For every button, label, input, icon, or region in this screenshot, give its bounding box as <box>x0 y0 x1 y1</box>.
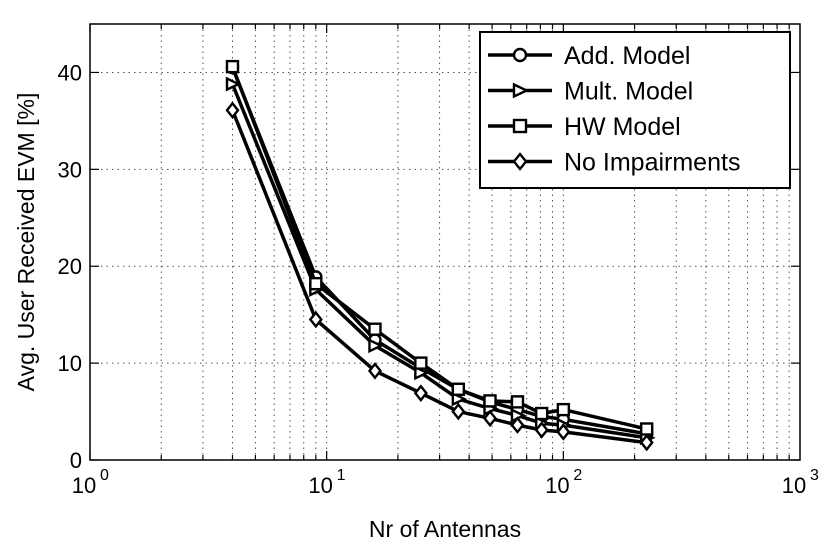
data-point <box>534 421 549 439</box>
legend-label: Mult. Model <box>564 78 693 106</box>
series-3 <box>225 59 654 436</box>
series-line <box>230 109 647 445</box>
data-point <box>368 338 384 354</box>
series-4 <box>225 101 654 452</box>
marker-square <box>512 118 528 134</box>
plot-frame <box>89 23 801 461</box>
y-tick-label: 20 <box>58 254 82 279</box>
x-tick-label: 10 <box>72 473 96 498</box>
data-point <box>225 76 242 92</box>
legend-entry: HW Model <box>488 113 681 141</box>
data-point <box>225 101 240 120</box>
legend-entry: No Impairments <box>488 149 740 177</box>
x-tick-label-exponent: 3 <box>810 467 819 484</box>
y-tick-label: 40 <box>58 60 82 85</box>
x-tick-label: 10 <box>782 473 806 498</box>
data-point <box>413 384 428 402</box>
x-tick-label-exponent: 1 <box>337 467 346 484</box>
data-point <box>451 382 466 396</box>
data-point <box>414 365 430 381</box>
legend-entry: Add. Model <box>488 42 690 70</box>
legend-label: HW Model <box>564 113 681 141</box>
series-line <box>230 65 648 431</box>
legend: Add. Model Mult. Model HW Model No Impairme… <box>479 31 791 189</box>
y-axis-label: Avg. User Received EVM [%] <box>13 93 39 392</box>
data-point <box>451 402 466 421</box>
x-axis-label: Nr of Antennas <box>369 516 521 542</box>
x-tick-label: 10 <box>545 473 569 498</box>
data-point <box>414 356 428 370</box>
data-point <box>308 310 323 329</box>
data-series <box>225 59 656 452</box>
series-line <box>230 83 647 440</box>
x-tick-label-exponent: 0 <box>100 467 109 484</box>
legend-label: Add. Model <box>564 42 690 70</box>
data-point <box>309 276 323 291</box>
data-point <box>367 362 383 380</box>
marker-diamond <box>512 152 528 171</box>
x-tick-label: 10 <box>308 473 332 498</box>
data-point <box>225 59 240 74</box>
y-tick-label: 0 <box>70 448 82 473</box>
marker-circle <box>512 47 528 63</box>
data-point <box>639 433 654 452</box>
data-point <box>639 422 654 436</box>
data-point <box>556 402 571 417</box>
data-point <box>482 409 498 428</box>
data-point <box>483 394 497 408</box>
y-tick-label: 10 <box>58 351 82 376</box>
data-point <box>510 416 525 434</box>
y-tick-label: 30 <box>58 157 82 182</box>
data-point <box>510 395 525 409</box>
data-point <box>368 322 382 336</box>
marker-triangle-right <box>512 82 530 99</box>
legend-entry: Mult. Model <box>488 78 693 106</box>
legend-label: No Impairments <box>564 149 740 177</box>
data-point <box>556 423 571 441</box>
data-point <box>534 406 549 421</box>
x-tick-label-exponent: 2 <box>573 467 582 484</box>
data-point <box>451 391 468 407</box>
